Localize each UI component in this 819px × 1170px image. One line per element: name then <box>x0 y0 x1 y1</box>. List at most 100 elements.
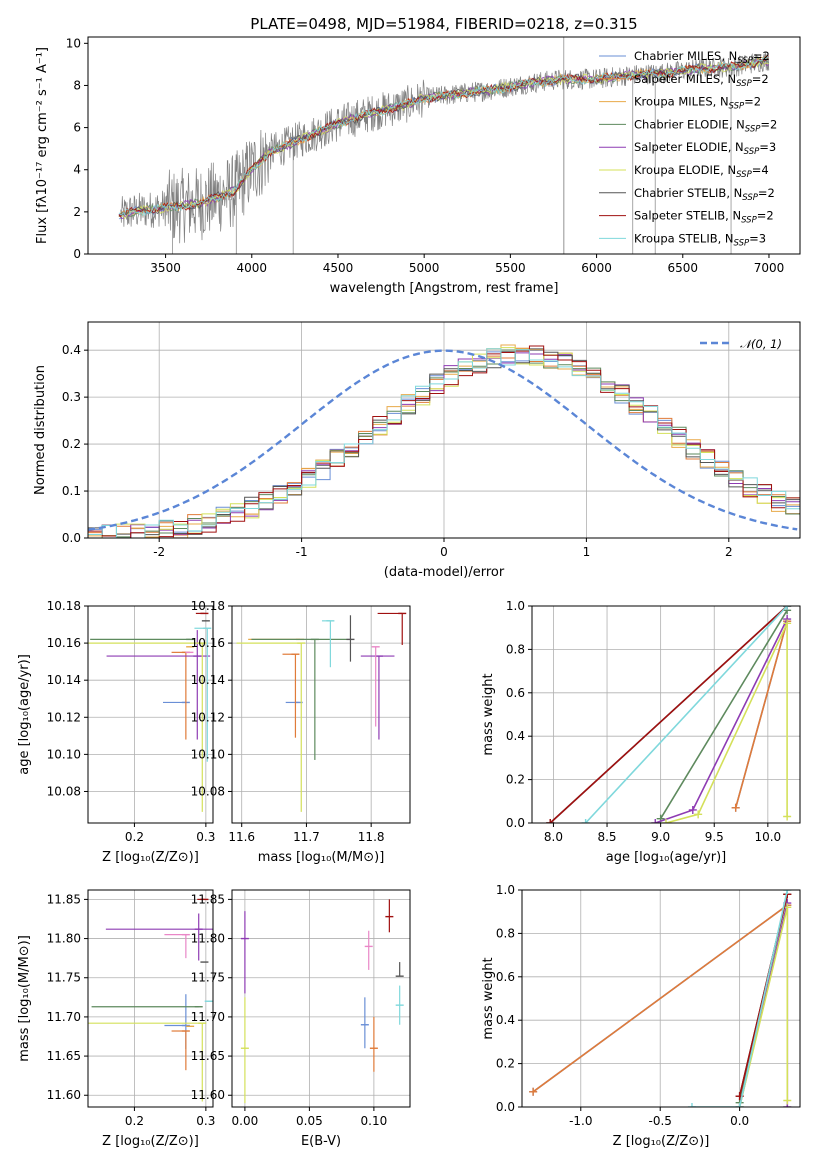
age-vs-mass-ytick-label: 10.18 <box>191 599 225 613</box>
massweight-vs-Z-xlabel: Z [log₁₀(Z/Z⊙)] <box>613 1134 710 1149</box>
mass-weight-line <box>532 904 788 1093</box>
residuals-xtick-label: 2 <box>725 545 733 559</box>
mass-vs-EBV-plot-area <box>240 899 404 1104</box>
model-spectrum-line <box>118 57 769 217</box>
mass-vs-Z-ytick-label: 11.70 <box>47 1010 81 1024</box>
age-vs-mass-panel: 11.6 11.7 11.8 10.08 10.10 10.12 10.14 10.16 10.… <box>191 599 411 865</box>
legend-entry-sub: SSP <box>745 124 761 134</box>
legend-entry-name: Salpeter STELIB, N <box>634 209 741 223</box>
age-vs-mass-plot-area <box>236 612 407 812</box>
massweight-vs-age-ytick-label: 0.2 <box>506 773 525 787</box>
legend-entry-suffix: =2 <box>758 186 775 200</box>
massweight-vs-Z-xtick-label: -0.5 <box>648 1114 671 1128</box>
legend-entry-name: Kroupa MILES, N <box>634 95 729 109</box>
residuals-plot-area <box>88 344 800 538</box>
spectrum-ylabel: Flux [fλ10⁻¹⁷ erg cm⁻² s⁻¹ A⁻¹] <box>35 47 50 244</box>
residuals-xlabel: (data-model)/error <box>384 565 505 580</box>
massweight-vs-Z-ytick-label: 0.4 <box>496 1013 515 1027</box>
mass-weight-marker <box>783 1096 792 1105</box>
age-vs-Z-ytick-label: 10.14 <box>47 673 81 687</box>
residuals-panel: -2 -1 0 1 2 0.0 0.1 0.2 0.3 0.4 (data-model)/error… <box>33 321 801 580</box>
gaussian-reference-line <box>88 349 798 531</box>
legend-entry-sub: SSP <box>737 56 753 66</box>
mass-vs-Z-panel: 0.2 0.3 11.60 11.65 11.70 11.75 11.80 11.85 Z [l… <box>17 889 215 1149</box>
massweight-vs-age-xtick-label: 9.5 <box>705 830 724 844</box>
residual-histogram-step <box>88 352 800 538</box>
legend-entry: Kroupa ELODIE, NSSP=4 <box>634 163 769 180</box>
residuals-xtick-label: -2 <box>153 545 165 559</box>
legend-entry-suffix: =2 <box>744 95 761 109</box>
massweight-vs-Z-ytick-label: 0.0 <box>496 1100 515 1114</box>
mass-vs-EBV-xtick-label: 0.00 <box>232 1114 259 1128</box>
massweight-vs-age-ytick-label: 0.0 <box>506 816 525 830</box>
spectrum-ytick-label: 8 <box>73 78 81 92</box>
massweight-vs-Z-frame <box>521 889 801 1108</box>
legend-entry-suffix: =3 <box>749 231 766 245</box>
mass-weight-marker <box>783 619 792 628</box>
legend-entry-sub: SSP <box>744 147 760 157</box>
mass-weight-marker <box>694 810 703 819</box>
residuals-ylabel: Normed distribution <box>33 365 48 495</box>
mass-vs-EBV-xtick-label: 0.05 <box>296 1114 323 1128</box>
massweight-vs-Z-ytick-label: 0.6 <box>496 970 515 984</box>
residuals-ytick-label: 0.0 <box>62 531 81 545</box>
legend-entry-name: Chabrier STELIB, N <box>634 186 742 200</box>
mass-vs-Z-ytick-label: 11.75 <box>47 971 81 985</box>
mass-weight-marker <box>783 812 792 821</box>
mass-weight-marker <box>529 1087 538 1096</box>
massweight-vs-age-ylabel: mass weight <box>481 673 496 755</box>
model-spectrum-line <box>118 56 769 217</box>
massweight-vs-age-xtick-label: 9.0 <box>651 830 670 844</box>
age-vs-Z-xlabel: Z [log₁₀(Z/Z⊙)] <box>102 850 199 865</box>
legend-entry: Chabrier STELIB, NSSP=2 <box>634 186 775 203</box>
massweight-vs-age-ytick-label: 1.0 <box>506 599 525 613</box>
mass-weight-line <box>659 609 788 820</box>
legend-entry-suffix: =2 <box>753 49 770 63</box>
spectrum-ytick-label: 4 <box>73 163 81 177</box>
legend-entry: Salpeter ELODIE, NSSP=3 <box>634 140 776 157</box>
mass-vs-EBV-frame <box>231 889 411 1108</box>
mass-weight-marker <box>783 890 792 894</box>
age-vs-mass-xtick-label: 11.6 <box>228 830 255 844</box>
legend-entry: Kroupa STELIB, NSSP=3 <box>634 231 766 248</box>
massweight-vs-age-ytick-label: 0.8 <box>506 642 525 656</box>
spectrum-plot-area <box>118 37 770 254</box>
massweight-vs-Z-xtick-label: -1.0 <box>569 1114 592 1128</box>
legend-entry-name: Kroupa STELIB, N <box>634 231 734 245</box>
spectrum-ytick-label: 6 <box>73 121 81 135</box>
age-vs-Z-ylabel: age [log₁₀(age/yr)] <box>17 654 32 775</box>
age-vs-mass-xtick-label: 11.7 <box>293 830 320 844</box>
age-vs-Z-xtick-label: 0.2 <box>125 830 144 844</box>
mass-vs-EBV-panel: 0.00 0.05 0.10 11.60 11.65 11.70 11.75 11.80 11.… <box>191 889 411 1149</box>
mass-weight-line <box>549 606 788 823</box>
legend-entry-name: Salpeter ELODIE, N <box>634 140 744 154</box>
spectrum-xtick-label: 6000 <box>581 261 612 275</box>
massweight-vs-age-ytick-label: 0.4 <box>506 729 525 743</box>
residual-histogram-step <box>88 348 800 538</box>
spectrum-xtick-label: 4500 <box>323 261 354 275</box>
mass-weight-line <box>665 623 788 823</box>
age-vs-Z-xtick-label: 0.3 <box>196 830 215 844</box>
spectrum-panel: 3500 4000 4500 5000 5500 6000 6500 7000 0 2 4 6 8 10 w… <box>35 36 801 296</box>
mass-vs-EBV-ytick-label: 11.80 <box>191 932 225 946</box>
mass-vs-EBV-ytick-label: 11.60 <box>191 1088 225 1102</box>
mass-weight-marker <box>651 819 660 823</box>
age-vs-mass-ytick-label: 10.14 <box>191 673 225 687</box>
massweight-vs-age-plot-area <box>546 606 792 823</box>
age-vs-mass-frame <box>231 605 411 824</box>
mass-weight-marker <box>662 819 670 823</box>
residuals-xtick-label: 0 <box>440 545 448 559</box>
mass-vs-EBV-xtick-label: 0.10 <box>361 1114 388 1128</box>
mass-vs-Z-xtick-label: 0.2 <box>125 1114 144 1128</box>
mass-weight-marker <box>731 803 740 812</box>
model-spectrum-line <box>118 55 770 218</box>
legend-entry: Kroupa MILES, NSSP=2 <box>634 95 761 112</box>
massweight-vs-age-xtick-label: 10.0 <box>754 830 781 844</box>
residuals-ytick-label: 0.1 <box>62 484 81 498</box>
mass-weight-line <box>692 890 789 1107</box>
residuals-ytick-label: 0.4 <box>62 343 81 357</box>
spectrum-xtick-label: 5500 <box>495 261 526 275</box>
figure-title: PLATE=0498, MJD=51984, FIBERID=0218, z=0… <box>250 15 637 33</box>
mass-vs-EBV-ytick-label: 11.65 <box>191 1049 225 1063</box>
